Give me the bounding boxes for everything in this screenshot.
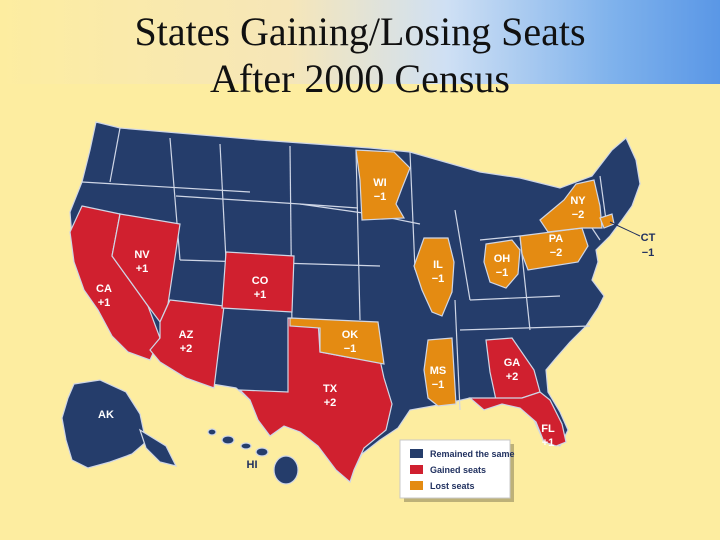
label-nv-name: NV	[134, 249, 150, 261]
label-ms-change: −1	[432, 379, 445, 391]
state-fl[interactable]	[468, 391, 567, 447]
label-ny-name: NY	[570, 195, 586, 207]
label-ca-change: +1	[98, 297, 111, 309]
state-ak[interactable]	[61, 379, 147, 469]
label-nv-change: +1	[136, 263, 149, 275]
legend-swatch-same	[410, 449, 423, 458]
label-tx-name: TX	[323, 383, 338, 395]
state-il[interactable]	[413, 237, 455, 317]
label-fl-change: +1	[542, 437, 555, 449]
label-fl-name: FL	[541, 423, 555, 435]
ak-panhandle	[138, 428, 178, 467]
label-hi-name: HI	[247, 459, 258, 471]
label-ca-name: CA	[96, 283, 112, 295]
slide-title: States Gaining/Losing Seats After 2000 C…	[0, 8, 720, 102]
ct-leader-line	[609, 221, 641, 237]
legend-swatch-lost	[410, 481, 423, 490]
state-ms[interactable]	[423, 337, 457, 407]
label-ms-name: MS	[430, 365, 447, 377]
label-co-change: +1	[254, 289, 267, 301]
label-co-name: CO	[252, 275, 269, 287]
state-az[interactable]	[149, 299, 225, 389]
state-wi[interactable]	[355, 149, 411, 221]
legend-label-same: Remained the same	[430, 449, 515, 459]
label-ak-name: AK	[98, 409, 114, 421]
title-band	[0, 0, 720, 84]
label-az-name: AZ	[179, 329, 194, 341]
label-ok-name: OK	[342, 329, 359, 341]
legend: Remained the same Gained seats Lost seat…	[399, 439, 515, 502]
state-ok[interactable]	[289, 317, 385, 365]
label-il-change: −1	[432, 273, 445, 285]
legend-label-lost: Lost seats	[430, 481, 475, 491]
state-hi[interactable]	[207, 428, 299, 485]
label-ga-change: +2	[506, 371, 519, 383]
label-pa-name: PA	[549, 233, 564, 245]
label-az-change: +2	[180, 343, 193, 355]
label-ga-name: GA	[504, 357, 521, 369]
label-wi-name: WI	[373, 177, 386, 189]
label-tx-change: +2	[324, 397, 337, 409]
label-il-name: IL	[433, 259, 443, 271]
state-ny[interactable]	[539, 179, 603, 233]
legend-label-gained: Gained seats	[430, 465, 486, 475]
legend-swatch-gained	[410, 465, 423, 474]
title-line-2: After 2000 Census	[210, 56, 510, 101]
label-oh-name: OH	[494, 253, 511, 265]
label-ny-change: −2	[572, 209, 585, 221]
label-ct-change: −1	[642, 247, 655, 259]
label-ct-name: CT	[641, 232, 656, 244]
label-ok-change: −1	[344, 343, 357, 355]
label-pa-change: −2	[550, 247, 563, 259]
label-wi-change: −1	[374, 191, 387, 203]
label-oh-change: −1	[496, 267, 509, 279]
title-line-1: States Gaining/Losing Seats	[134, 9, 586, 54]
state-co[interactable]	[221, 251, 295, 313]
state-labels: WI −1 NY −2 PA −2 CT −1 OH −1 IL −1 OK −…	[96, 177, 656, 471]
state-oh[interactable]	[483, 239, 521, 289]
